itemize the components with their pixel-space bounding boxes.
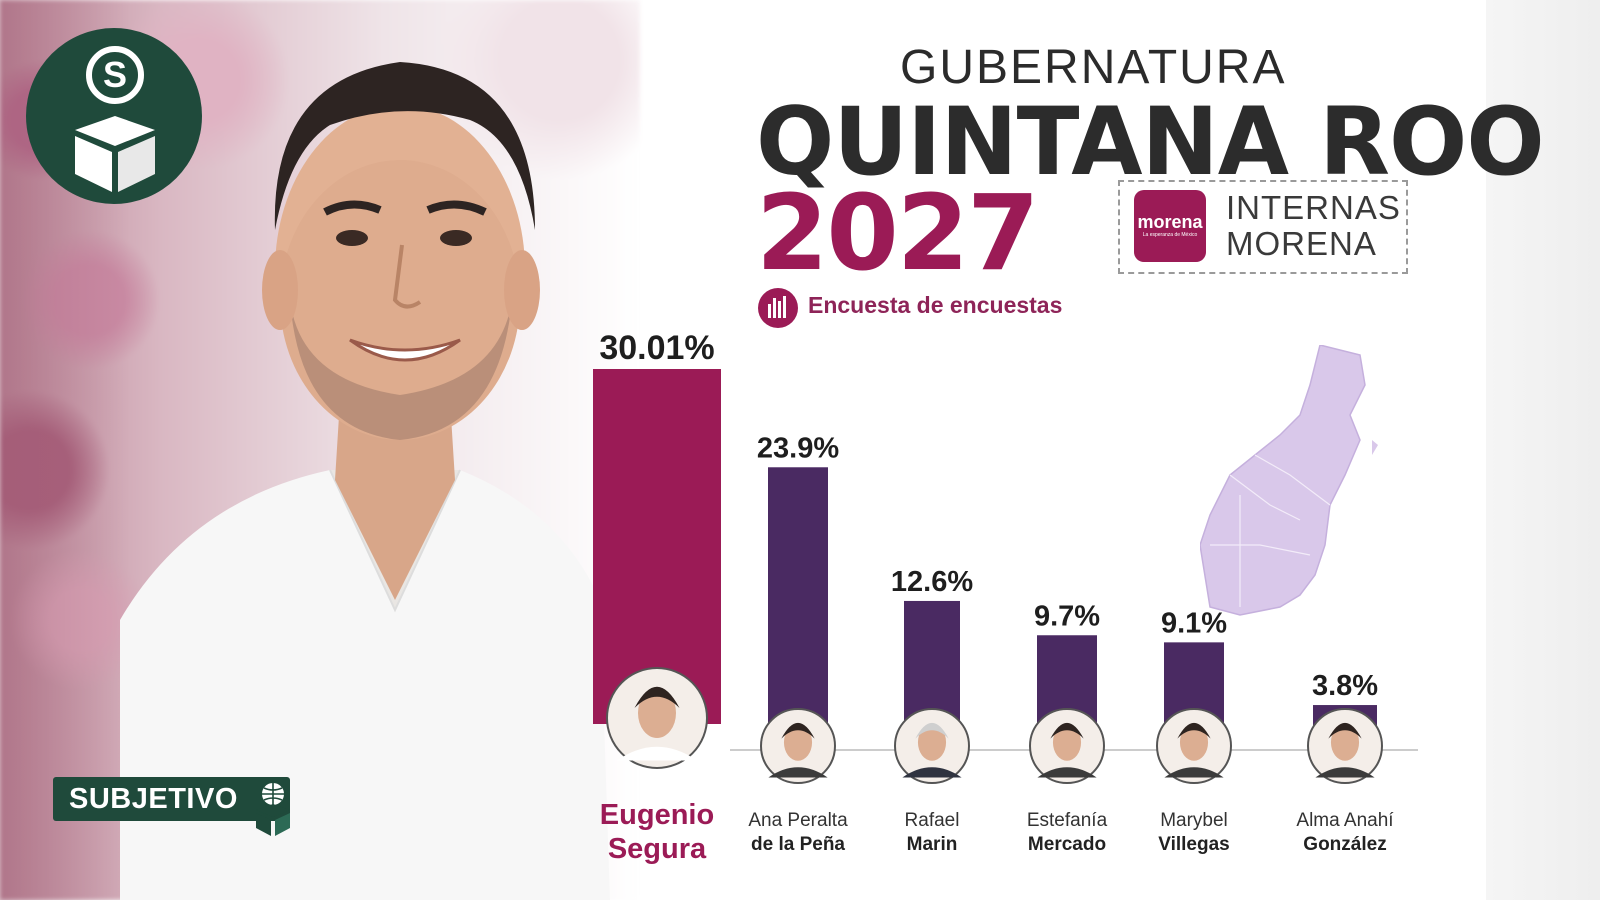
candidate-first-name-0: Eugenio <box>600 799 714 831</box>
bar-chart-circle-icon <box>758 288 798 328</box>
candidate-first-name-3: Estefanía <box>1027 810 1108 831</box>
internas-morena-badge <box>1118 180 1408 274</box>
candidate-last-name-4: Villegas <box>1158 834 1229 855</box>
candidate-avatar-2 <box>894 708 970 784</box>
survey-label: Encuesta de encuestas <box>808 292 1063 318</box>
subjetivo-corner-logo: S <box>26 28 202 204</box>
bar-1 <box>768 467 828 750</box>
candidate-last-name-1: de la Peña <box>751 834 845 855</box>
morena-logo-subtext: La esperanza de México <box>1142 232 1198 238</box>
quintana-roo-map <box>1200 345 1378 616</box>
box-icon <box>75 116 155 192</box>
morena-logo: morena La esperanza de México <box>1134 190 1206 262</box>
globe-box-icon <box>256 781 290 836</box>
badge-line-internas: INTERNAS <box>1226 189 1401 226</box>
title-year: 2027 <box>756 172 1039 294</box>
right-faded-strip <box>1486 0 1600 900</box>
candidate-last-name-0: Segura <box>608 833 707 865</box>
bar-value-label-3: 9.7% <box>1034 600 1100 632</box>
title-quintana-roo: QUINTANA ROO <box>756 88 1545 197</box>
candidate-first-name-4: Marybel <box>1160 810 1228 831</box>
morena-logo-text: morena <box>1137 212 1203 232</box>
candidate-first-name-5: Alma Anahí <box>1296 810 1394 831</box>
candidate-first-name-2: Rafael <box>905 810 960 831</box>
bar-value-label-0: 30.01% <box>599 329 714 367</box>
candidate-last-name-3: Mercado <box>1028 834 1106 855</box>
candidate-avatar-1 <box>760 708 836 784</box>
bar-value-label-1: 23.9% <box>757 432 839 464</box>
bar-0 <box>593 369 721 724</box>
candidate-last-name-2: Marin <box>907 834 958 855</box>
badge-line-morena: MORENA <box>1226 225 1377 262</box>
candidate-last-name-5: González <box>1303 834 1386 855</box>
title-gubernatura: GUBERNATURA <box>900 41 1287 94</box>
badge-text: INTERNAS MORENA <box>1226 190 1401 262</box>
coin-s-icon: S <box>86 46 144 104</box>
bar-value-label-5: 3.8% <box>1312 670 1378 702</box>
candidate-avatar-4 <box>1156 708 1232 784</box>
bar-value-label-2: 12.6% <box>891 566 973 598</box>
candidate-avatar-0 <box>606 667 708 769</box>
subjetivo-footer-logo: SUBJETIVO <box>53 777 290 821</box>
bar-value-label-4: 9.1% <box>1161 607 1227 639</box>
candidate-avatar-5 <box>1307 708 1383 784</box>
candidate-avatar-3 <box>1029 708 1105 784</box>
candidate-first-name-1: Ana Peralta <box>748 810 848 831</box>
